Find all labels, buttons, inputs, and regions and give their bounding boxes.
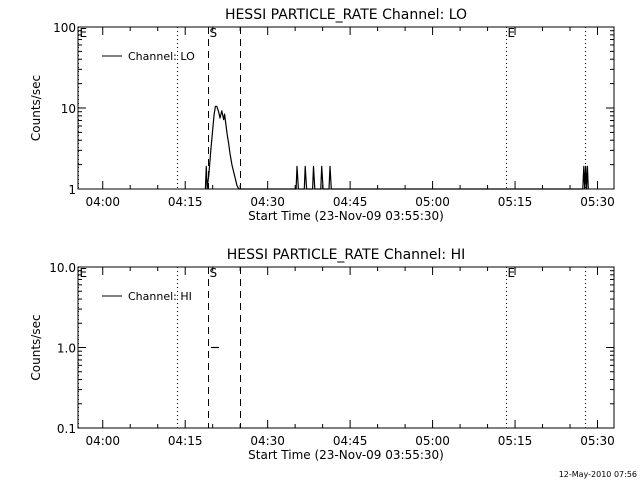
x-tick-label: 05:00 [415, 195, 450, 209]
x-tick-label: 05:15 [498, 434, 533, 448]
x-tick-label: 04:30 [250, 195, 285, 209]
y-axis-label: Counts/sec [29, 314, 43, 380]
x-tick-label: 04:45 [333, 434, 368, 448]
x-tick-label: 05:00 [415, 434, 450, 448]
y-tick-label: 0.1 [57, 422, 76, 436]
legend-label: Channel: HI [128, 290, 192, 303]
panel-channel-hi: HESSI PARTICLE_RATE Channel: HI E S E 04:00 0… [29, 247, 615, 462]
legend-label: Channel: LO [128, 50, 195, 63]
x-tick-label: 04:15 [168, 195, 203, 209]
series-line [204, 105, 589, 190]
x-axis-label: Start Time (23-Nov-09 03:55:30) [248, 209, 444, 223]
x-tick-label: 04:45 [333, 195, 368, 209]
y-tick-label: 1 [68, 183, 76, 197]
annotation-label: E [508, 26, 516, 40]
panel-channel-lo: HESSI PARTICLE_RATE Channel: LO E S E 04:00 0… [29, 7, 615, 223]
x-tick-label: 04:00 [85, 195, 120, 209]
annotation-label: E [80, 26, 88, 40]
annotation-label: E [508, 266, 516, 280]
x-tick-label: 05:30 [580, 434, 615, 448]
annotation-label: S [210, 266, 218, 280]
x-tick-label: 04:30 [250, 434, 285, 448]
x-tick-label: 04:15 [168, 434, 203, 448]
annotation-label: S [210, 26, 218, 40]
footer-timestamp: 12-May-2010 07:56 [559, 470, 637, 479]
x-axis-label: Start Time (23-Nov-09 03:55:30) [248, 448, 444, 462]
y-tick-label: 1.0 [57, 342, 76, 356]
y-axis-label: Counts/sec [29, 75, 43, 141]
x-tick-label: 05:30 [580, 195, 615, 209]
y-tick-label: 100 [53, 21, 76, 35]
chart-title: HESSI PARTICLE_RATE Channel: LO [225, 7, 467, 23]
y-tick-label: 10 [61, 102, 76, 116]
x-tick-label: 05:15 [498, 195, 533, 209]
x-tick-label: 04:00 [85, 434, 120, 448]
chart-title: HESSI PARTICLE_RATE Channel: HI [227, 247, 465, 263]
y-tick-label: 10.0 [49, 261, 76, 275]
annotation-label: E [80, 266, 88, 280]
